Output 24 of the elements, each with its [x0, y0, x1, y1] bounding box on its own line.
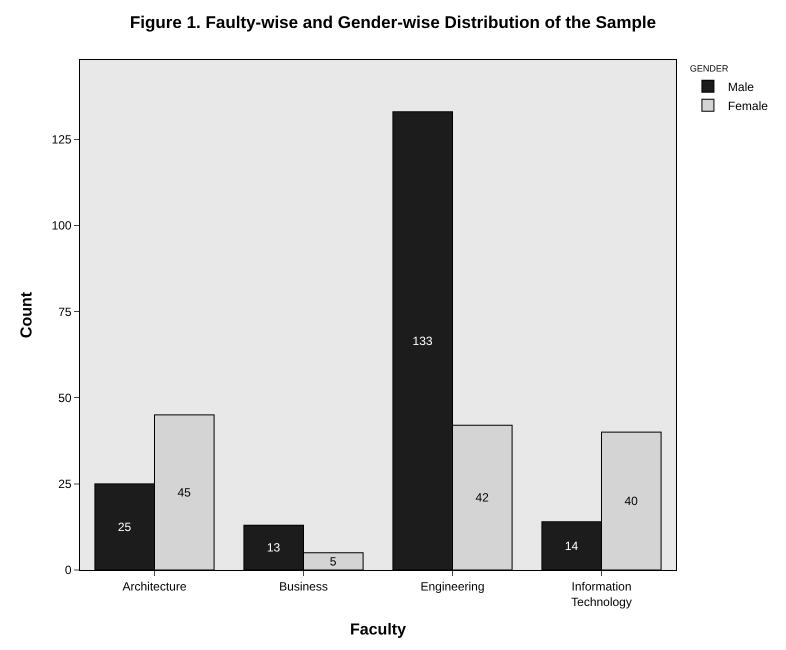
x-tick-label: Information Technology: [571, 579, 632, 609]
data-label: 40: [624, 494, 638, 508]
data-label: 45: [177, 485, 192, 500]
data-label: 13: [266, 540, 281, 555]
x-tick-label: Architecture: [122, 579, 187, 594]
y-tick-label: 0: [64, 563, 72, 578]
x-tick-label: Business: [279, 579, 328, 594]
y-axis-title: Count: [18, 291, 36, 338]
chart-title: Figure 1. Faulty-wise and Gender-wise Distribution of the Sample: [130, 13, 656, 32]
x-tick-label: Engineering: [420, 579, 485, 594]
legend-title: GENDER: [690, 64, 729, 74]
y-tick-label: 25: [58, 477, 72, 492]
x-axis-title: Faculty: [350, 622, 406, 639]
data-label: 25: [118, 520, 132, 534]
data-label: 133: [412, 334, 433, 348]
data-label: 42: [475, 490, 490, 505]
y-tick-label: 75: [58, 304, 72, 319]
y-tick-label: 100: [52, 218, 72, 233]
y-tick-label: 50: [58, 390, 72, 405]
legend-label: Male: [728, 80, 754, 94]
y-tick-label: 125: [52, 132, 72, 146]
data-label: 14: [564, 538, 579, 553]
data-label: 5: [330, 554, 337, 568]
legend-label: Female: [728, 98, 768, 113]
